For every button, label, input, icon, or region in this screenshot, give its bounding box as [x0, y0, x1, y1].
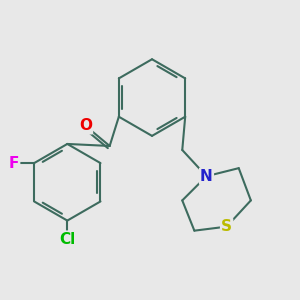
Text: Cl: Cl [59, 232, 75, 247]
Text: O: O [79, 118, 92, 133]
Text: F: F [9, 156, 19, 171]
Text: N: N [200, 169, 213, 184]
Text: S: S [221, 219, 232, 234]
